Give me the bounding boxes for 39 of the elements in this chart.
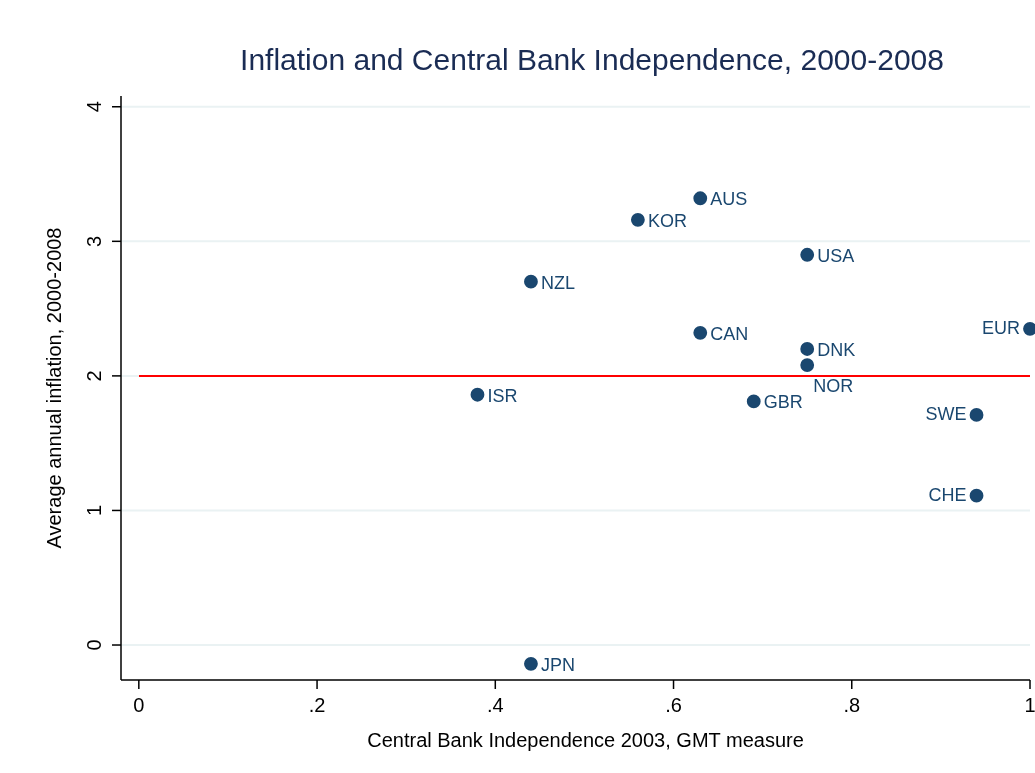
annotation: CAN: [710, 323, 749, 344]
point: [800, 358, 815, 373]
annotation: EUR: [981, 317, 1020, 338]
x-tick-label: 1: [1024, 694, 1035, 716]
annotation: NOR: [813, 376, 854, 397]
x-tick-label: .2: [308, 694, 326, 716]
annotation: KOR: [647, 210, 687, 231]
x-tick-label: 0: [133, 694, 145, 716]
point: [693, 191, 708, 206]
x-tick-label: .4: [486, 694, 504, 716]
x-tick-label: .8: [843, 694, 861, 716]
y-tick-label: 1: [83, 504, 105, 517]
point: [800, 342, 815, 356]
annotation: USA: [817, 245, 855, 266]
y-axis-title: Average annual inflation, 2000-2008: [43, 227, 65, 549]
annotation: DNK: [817, 339, 856, 360]
y-tick-label: 3: [83, 235, 105, 247]
annotation: ISR: [487, 385, 518, 406]
x-axis-title: Central Bank Independence 2003, GMT measure: [367, 729, 804, 751]
y-tick-label: 2: [83, 370, 105, 382]
point: [969, 488, 984, 503]
point: [524, 656, 538, 671]
annotation: GBR: [763, 392, 803, 413]
point: [969, 408, 984, 422]
annotation: NZL: [540, 272, 575, 293]
chart-title: Inflation and Central Bank Independence, 2000-2008: [240, 43, 944, 76]
x-tick-label: .6: [665, 694, 682, 716]
point: [746, 394, 761, 409]
point: [524, 274, 538, 289]
annotation: AUS: [710, 189, 748, 210]
annotation: JPN: [540, 654, 575, 675]
annotation: CHE: [928, 484, 967, 505]
point: [470, 387, 485, 402]
point: [800, 247, 815, 262]
point: [693, 325, 708, 340]
point: [630, 212, 645, 227]
y-tick-label: 0: [83, 639, 105, 651]
y-tick-label: 4: [83, 101, 105, 113]
annotation: SWE: [925, 403, 967, 424]
